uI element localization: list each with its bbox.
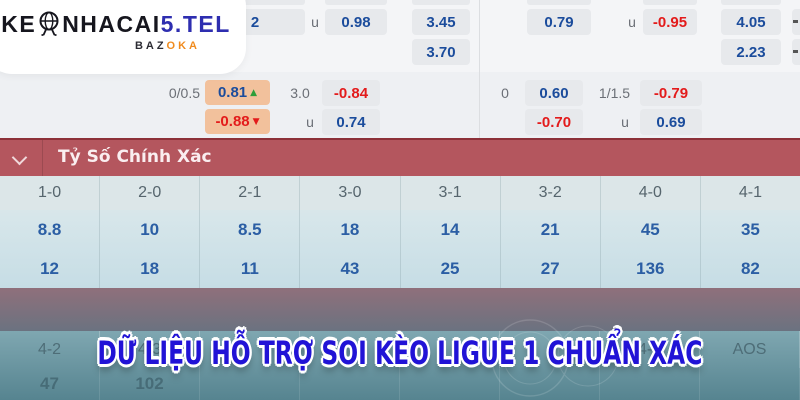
- score-header: [400, 331, 500, 368]
- score-odds[interactable]: [300, 368, 400, 400]
- panel-divider: [479, 0, 480, 138]
- score-odds[interactable]: [700, 368, 800, 400]
- under-label: u: [621, 114, 629, 130]
- under-label: u: [306, 114, 314, 130]
- site-logo[interactable]: KE NHACAI 5.TEL BAZOKA: [0, 0, 246, 74]
- score-header: 3-2: [501, 176, 601, 210]
- cutoff-cell-fragment: [412, 0, 470, 5]
- score-odds-row: 47 102: [0, 368, 800, 400]
- section-title: Tỷ Số Chính Xác: [58, 147, 212, 167]
- handicap-label: 0: [501, 85, 509, 101]
- odds-cell-under[interactable]: -0.95: [643, 9, 697, 35]
- score-odds[interactable]: 14: [401, 210, 501, 249]
- score-odds[interactable]: 45: [601, 210, 701, 249]
- score-odds[interactable]: 43: [300, 249, 401, 288]
- score-odds[interactable]: [200, 368, 300, 400]
- correct-score-table-continued: 4-2 4-3 4-4 AOS 47 102: [0, 331, 800, 400]
- correct-score-table: 1-0 2-0 2-1 3-0 3-1 3-2 4-0 4-1 8.8 10 8…: [0, 176, 800, 288]
- odds-cell-handicap-home[interactable]: 0.60: [525, 80, 583, 106]
- clipped-odds-cell: [792, 9, 800, 35]
- cutoff-cell-fragment: [527, 0, 591, 5]
- logo-wordmark: KE NHACAI 5.TEL: [1, 11, 231, 38]
- odds-cell-over[interactable]: 0.79: [527, 9, 591, 35]
- score-header: 2-1: [200, 176, 301, 210]
- score-odds[interactable]: 18: [300, 210, 401, 249]
- tagline-suffix: OKA: [166, 39, 200, 52]
- score-header: 4-3: [100, 331, 200, 368]
- cutoff-cell-fragment: [643, 0, 697, 5]
- score-header: [200, 331, 300, 368]
- odds-cell-under[interactable]: 0.74: [322, 109, 380, 135]
- total-line-label: 1/1.5: [598, 85, 631, 101]
- score-odds[interactable]: 35: [740, 219, 760, 239]
- odds-panel: 2 u 0.98 3.45 3.70 0.79 u -0.95 4.05 2.2…: [0, 0, 800, 138]
- odds-cell-over[interactable]: -0.84: [322, 80, 380, 106]
- tagline-pre: BAZ: [134, 39, 167, 52]
- score-odds[interactable]: 12: [0, 249, 101, 288]
- score-odds[interactable]: 47: [0, 368, 100, 400]
- handicap-label: 0/0.5: [168, 85, 200, 101]
- score-odds[interactable]: 10: [100, 210, 201, 249]
- separator-band: [0, 288, 800, 331]
- score-header: 4-2: [0, 331, 100, 368]
- globe-mascot-icon: [39, 11, 59, 36]
- score-odds[interactable]: 11: [200, 249, 301, 288]
- odds-cell-handicap-away[interactable]: -0.88 ▼: [205, 109, 270, 134]
- odds-cell-under[interactable]: 0.98: [325, 9, 387, 35]
- score-odds[interactable]: 21: [501, 210, 601, 249]
- odds-value: -0.88: [215, 113, 250, 130]
- score-odds[interactable]: 18: [100, 249, 201, 288]
- score-odds[interactable]: 25: [401, 249, 501, 288]
- logo-text-mid: NHACAI: [62, 10, 161, 37]
- promo-banner: DỮ LIỆU HỖ TRỢ SOI KÈO LIGUE 1 CHUẨN XÁC: [0, 334, 800, 373]
- total-line-label: 3.0: [290, 85, 310, 101]
- odds-cell-handicap-away[interactable]: -0.70: [525, 109, 583, 135]
- score-odds[interactable]: 8.5: [200, 210, 301, 249]
- under-label: u: [311, 14, 319, 30]
- score-header: 2-0: [100, 176, 201, 210]
- section-header-correct-score[interactable]: Tỷ Số Chính Xác: [0, 138, 800, 176]
- score-odds[interactable]: [400, 368, 500, 400]
- odds-cell-under[interactable]: 0.69: [640, 109, 702, 135]
- logo-text-suffix: 5.TEL: [160, 10, 231, 37]
- score-header: 3-1: [401, 176, 501, 210]
- score-odds[interactable]: 82: [740, 258, 760, 278]
- cutoff-cell-fragment: [205, 0, 305, 5]
- odds-cell-over[interactable]: -0.79: [640, 80, 702, 106]
- score-header: [500, 331, 600, 368]
- trend-up-icon: ▲: [250, 87, 258, 98]
- score-header-row: 1-0 2-0 2-1 3-0 3-1 3-2 4-0 4-1: [0, 176, 800, 210]
- chevron-down-icon[interactable]: [11, 149, 28, 166]
- score-odds[interactable]: 136: [601, 249, 701, 288]
- score-odds-row: 12 18 11 43 25 27 136 82: [0, 249, 800, 288]
- header-divider: [42, 140, 43, 176]
- odds-cell-extra-bottom[interactable]: 3.70: [412, 39, 470, 65]
- odds-cell-extra-bottom[interactable]: 2.23: [721, 39, 781, 65]
- promo-banner-text: DỮ LIỆU HỖ TRỢ SOI KÈO LIGUE 1 CHUẨN XÁC: [97, 334, 703, 373]
- cutoff-cell-fragment: [325, 0, 387, 5]
- logo-text-pre: KE: [1, 10, 37, 37]
- clipped-odds-cell: [792, 39, 800, 65]
- logo-tagline: BAZOKA: [135, 40, 200, 52]
- score-odds[interactable]: 102: [100, 368, 200, 400]
- odds-cell-extra-top[interactable]: 3.45: [412, 9, 470, 35]
- odds-value: 0.81: [217, 84, 248, 101]
- score-header: 4-0: [601, 176, 701, 210]
- score-odds[interactable]: 8.8: [0, 210, 101, 249]
- score-odds-row: 8.8 10 8.5 18 14 21 45 35: [0, 210, 800, 249]
- score-header: 4-4: [600, 331, 700, 368]
- score-odds[interactable]: 27: [501, 249, 601, 288]
- odds-cell-handicap-home[interactable]: 0.81 ▲: [205, 80, 270, 105]
- under-label: u: [628, 14, 636, 30]
- odds-cell-extra-top[interactable]: 4.05: [721, 9, 781, 35]
- score-odds[interactable]: [500, 368, 600, 400]
- score-header: 4-1: [738, 184, 762, 201]
- score-header: 1-0: [0, 176, 101, 210]
- trend-down-icon: ▼: [252, 116, 260, 127]
- score-header: [300, 331, 400, 368]
- cutoff-cell-fragment: [721, 0, 781, 5]
- score-odds[interactable]: [600, 368, 700, 400]
- score-header: 3-0: [300, 176, 401, 210]
